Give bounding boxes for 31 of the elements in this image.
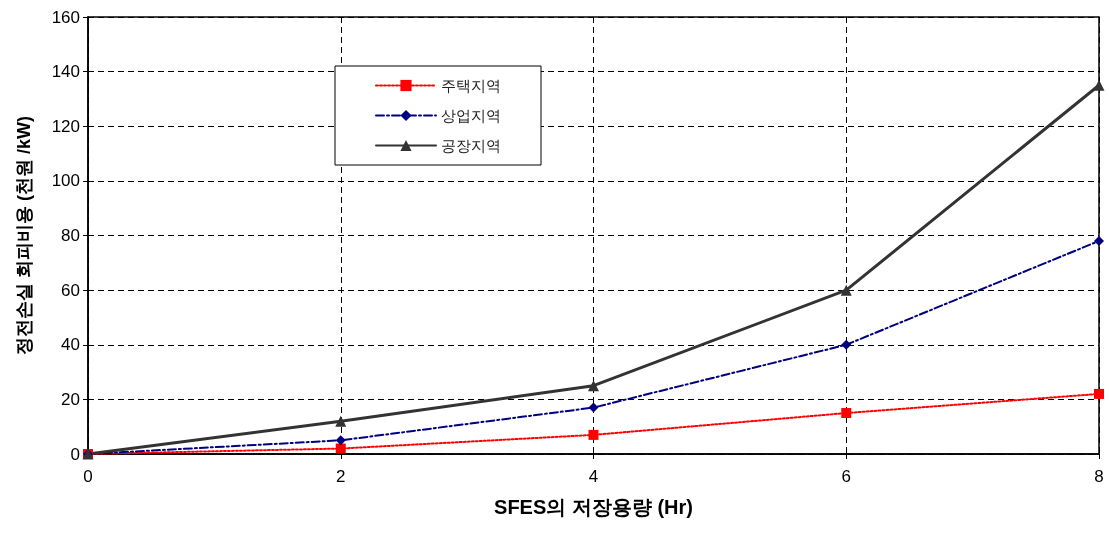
y-tick-label: 60 <box>61 280 80 300</box>
legend-label: 주택지역 <box>441 77 501 94</box>
y-tick-label: 0 <box>70 444 80 464</box>
point <box>588 429 599 440</box>
point <box>335 443 346 454</box>
x-axis-title: SFES의 저장용량 (Hr) <box>494 496 693 518</box>
y-tick-label: 100 <box>51 171 80 191</box>
point <box>335 435 346 446</box>
y-tick-label: 160 <box>51 7 80 27</box>
point <box>1094 388 1104 399</box>
point <box>588 380 599 392</box>
x-tick-label: 0 <box>83 467 93 486</box>
point <box>1094 235 1104 246</box>
point <box>588 402 599 413</box>
y-tick-label: 80 <box>61 226 80 245</box>
y-tick-label: 120 <box>51 116 80 136</box>
legend-label: 상업지역 <box>441 107 501 124</box>
legend-label: 공장지역 <box>441 137 501 154</box>
y-tick-label: 140 <box>51 62 80 82</box>
point <box>840 284 852 296</box>
x-tick-label: 6 <box>841 467 851 486</box>
point <box>1093 79 1105 91</box>
point <box>841 408 852 419</box>
x-tick-label: 2 <box>336 467 346 486</box>
x-tick-label: 4 <box>588 467 599 486</box>
point <box>841 339 852 350</box>
y-tick-label: 40 <box>61 335 80 355</box>
point <box>335 415 347 427</box>
x-tick-label: 8 <box>1094 467 1104 486</box>
y-tick-label: 20 <box>61 389 80 409</box>
y-axis-title: 정전손실 회피비용 (천원 /kW) <box>14 116 34 355</box>
